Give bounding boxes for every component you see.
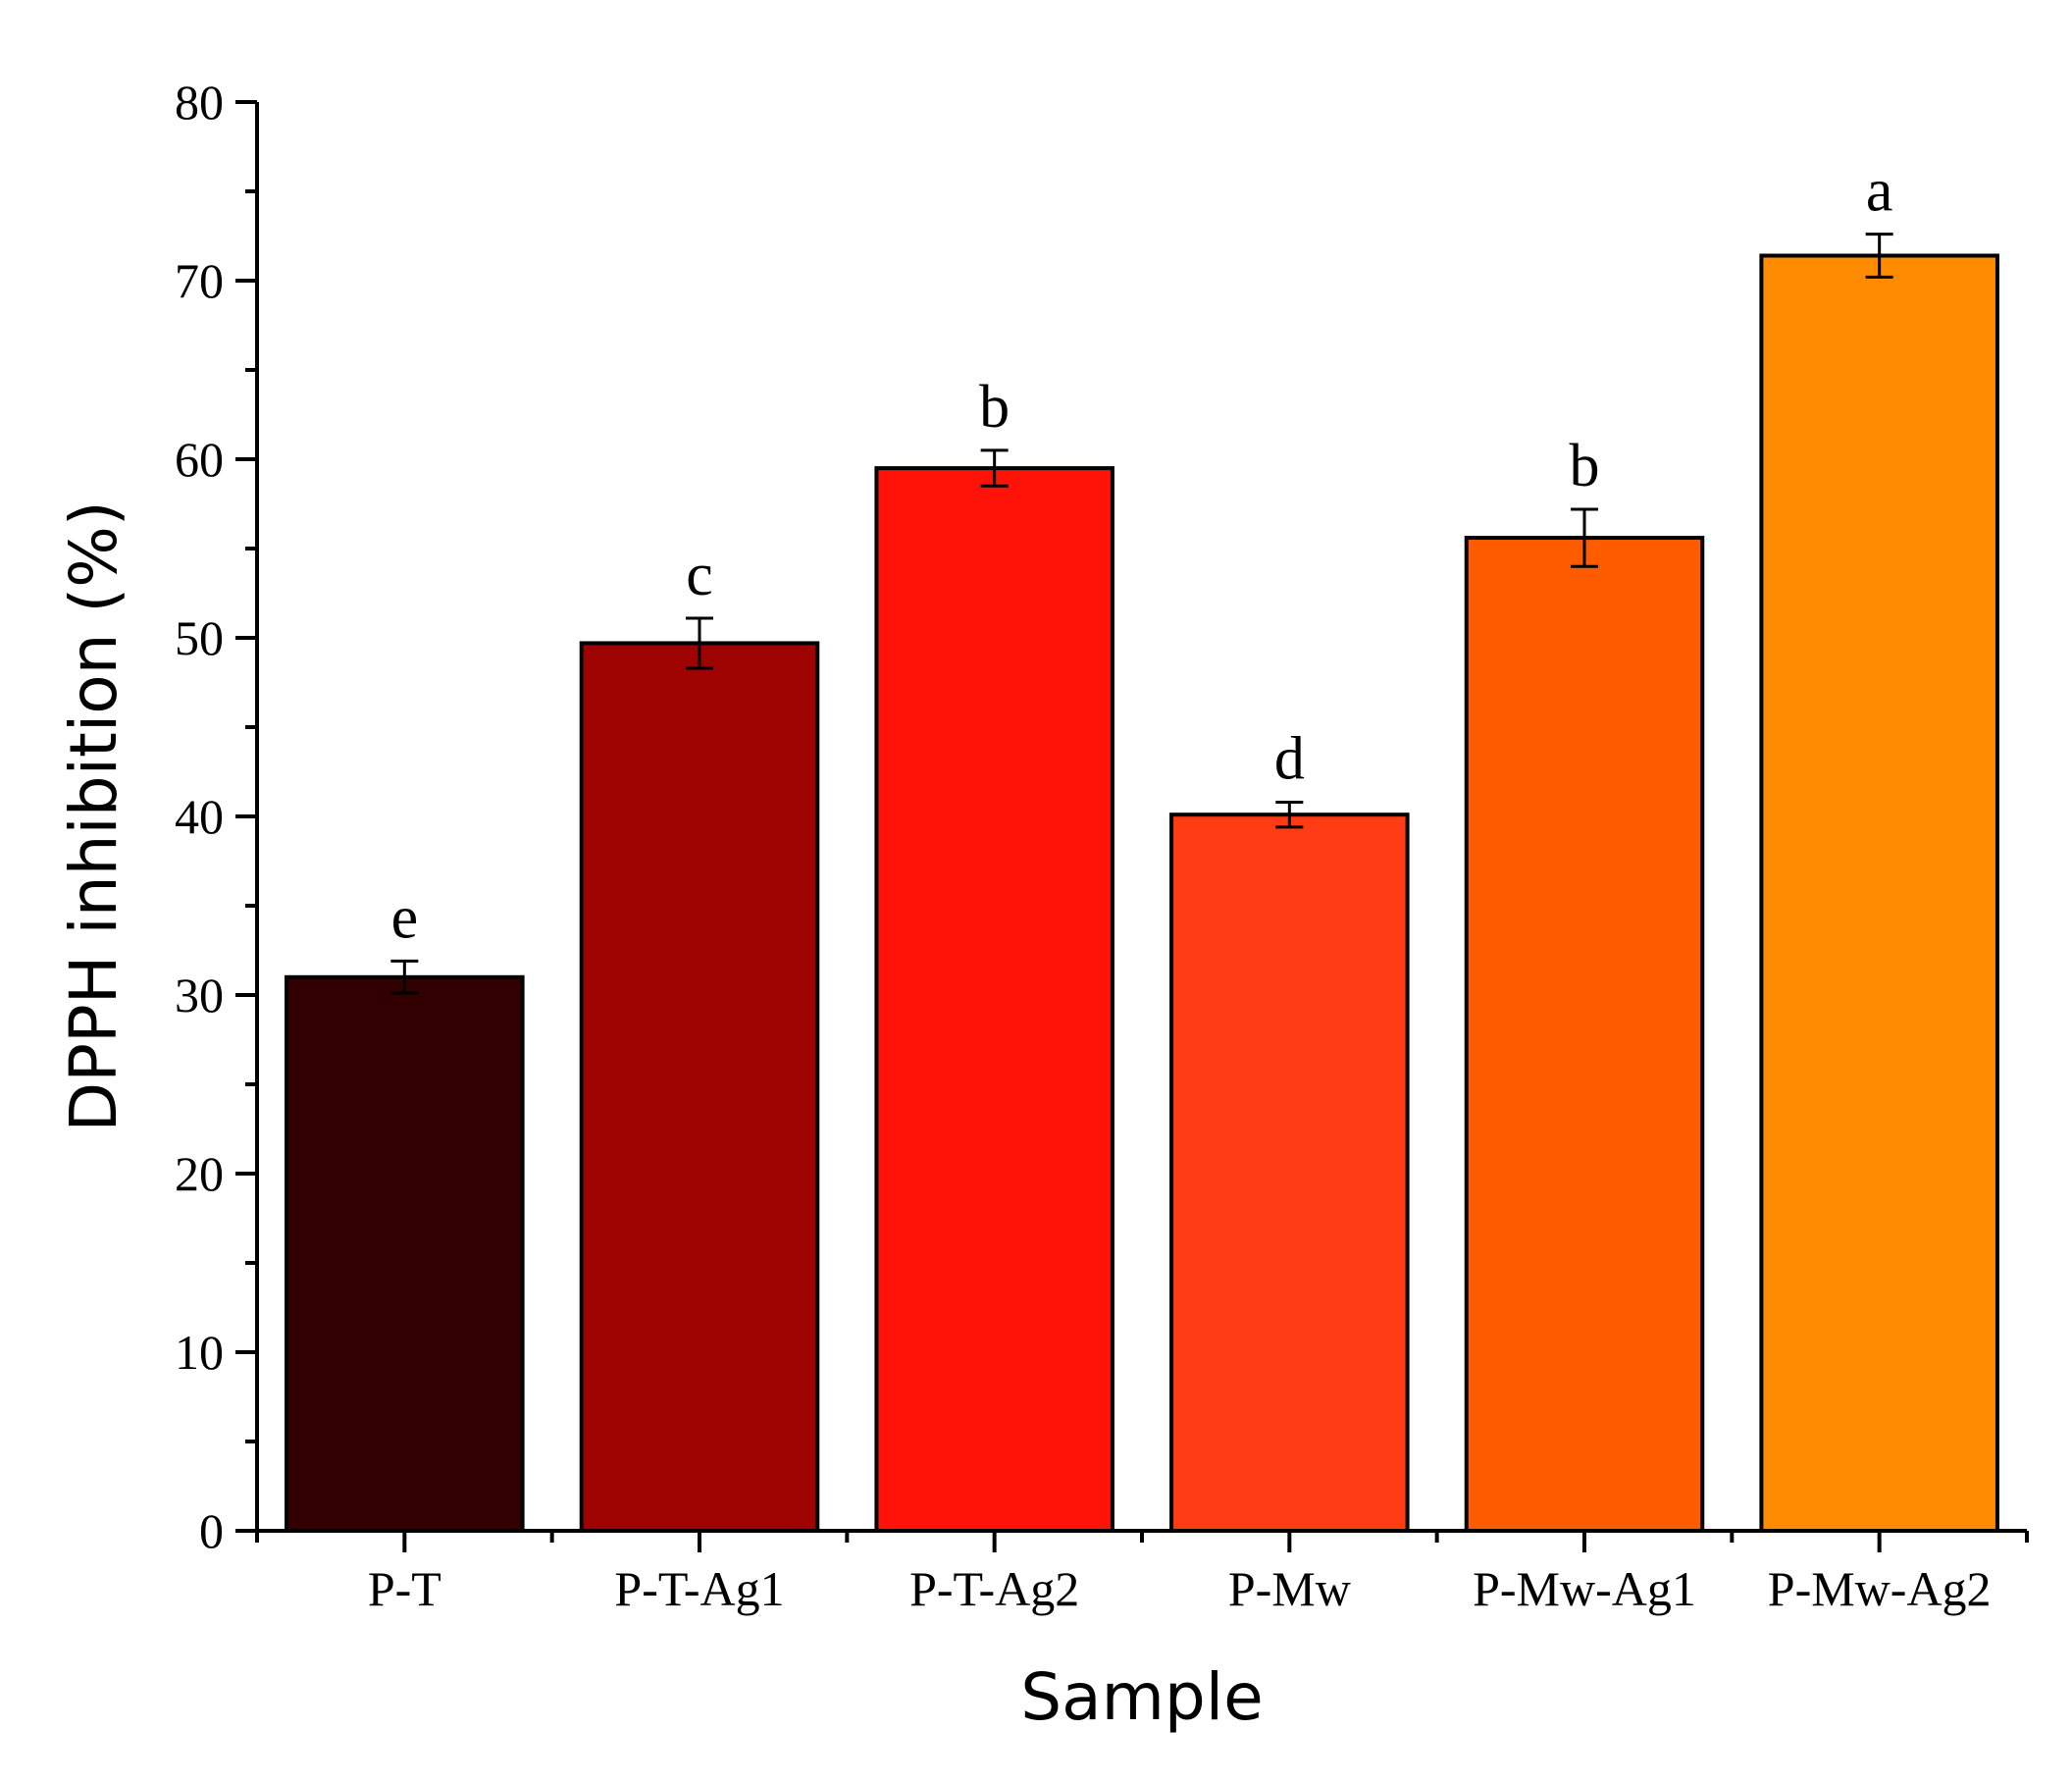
x-tick-label: P-Mw-Ag2	[1768, 1561, 1992, 1616]
x-tick-label: P-T	[368, 1561, 441, 1616]
significance-letter: b	[1570, 433, 1600, 499]
y-tick-label: 50	[175, 610, 224, 665]
y-tick-label: 0	[199, 1503, 224, 1558]
y-tick-label: 80	[175, 75, 224, 130]
bar	[874, 466, 1114, 1534]
x-axis-title: Sample	[1020, 1659, 1263, 1735]
y-axis-ticks: 0 10 20 30 40 50 60 70 80	[175, 75, 257, 1558]
x-axis-ticks: P-T P-T-Ag1 P-T-Ag2 P-Mw P-Mw-Ag1 P-Mw-Ag2	[255, 1531, 2029, 1616]
y-tick-label: 30	[175, 968, 224, 1022]
y-axis-title: DPPH inhibition (%)	[56, 500, 131, 1131]
bar	[579, 641, 820, 1533]
y-tick-label: 40	[175, 789, 224, 844]
y-tick-label: 60	[175, 432, 224, 487]
significance-letter: b	[979, 374, 1010, 441]
x-tick-label: P-T-Ag2	[909, 1561, 1079, 1616]
bar	[1759, 253, 1999, 1533]
y-tick-label: 70	[175, 253, 224, 308]
x-tick-label: P-Mw	[1228, 1561, 1351, 1616]
significance-letter: c	[686, 542, 713, 608]
bar	[1169, 812, 1410, 1533]
y-tick-label: 10	[175, 1325, 224, 1380]
bar	[1464, 536, 1705, 1533]
error-bars-group	[390, 233, 1893, 995]
y-tick-label: 20	[175, 1146, 224, 1201]
bar	[285, 974, 525, 1533]
significance-letter: d	[1274, 725, 1305, 792]
significance-letter: e	[391, 884, 419, 951]
bars-group	[285, 253, 1999, 1534]
significance-letters-group: e c b d b a	[391, 158, 1893, 952]
x-tick-label: P-T-Ag1	[614, 1561, 784, 1616]
x-tick-label: P-Mw-Ag1	[1473, 1561, 1696, 1616]
significance-letter: a	[1866, 158, 1893, 225]
